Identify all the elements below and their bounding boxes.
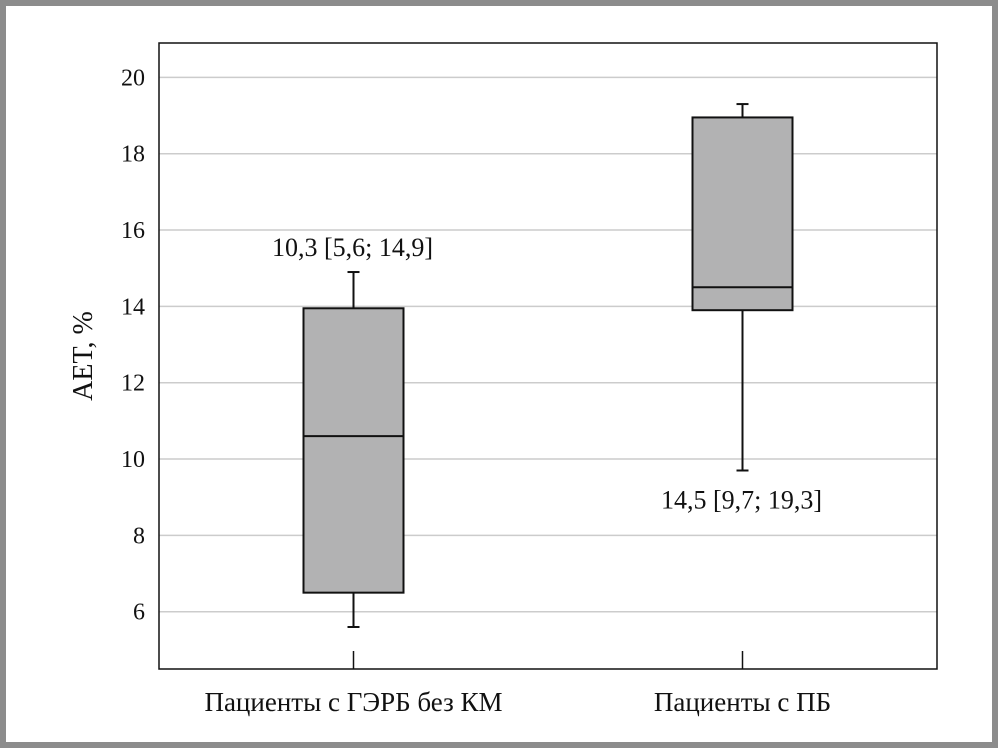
box-iqr xyxy=(302,307,405,594)
y-tick-label: 6 xyxy=(133,600,145,626)
y-tick-label: 8 xyxy=(133,523,145,549)
box-2: 14,5 [9,7; 19,3] xyxy=(661,103,822,515)
x-axis: Пациенты с ГЭРБ без КМ Пациенты с ПБ xyxy=(204,651,831,717)
y-axis-label: AET, % xyxy=(68,311,99,401)
y-tick-label: 12 xyxy=(121,371,145,397)
box-iqr xyxy=(691,116,794,312)
y-tick-label: 20 xyxy=(121,65,145,91)
y-tick-label: 14 xyxy=(121,294,145,320)
box-annotation: 14,5 [9,7; 19,3] xyxy=(661,486,822,515)
x-category-label: Пациенты с ГЭРБ без КМ xyxy=(204,687,502,717)
y-axis: 6 8 10 12 14 16 18 20 xyxy=(121,65,145,625)
y-tick-label: 18 xyxy=(121,142,145,168)
box-annotation: 10,3 [5,6; 14,9] xyxy=(272,233,433,262)
boxes: 10,3 [5,6; 14,9] 14,5 [9,7; 19,3] xyxy=(272,103,822,629)
y-tick-label: 16 xyxy=(121,218,145,244)
x-category-label: Пациенты с ПБ xyxy=(654,687,831,717)
grid-lines xyxy=(159,76,937,613)
box-1: 10,3 [5,6; 14,9] xyxy=(272,233,433,629)
plot-area xyxy=(158,42,938,670)
y-tick-label: 10 xyxy=(121,447,145,473)
